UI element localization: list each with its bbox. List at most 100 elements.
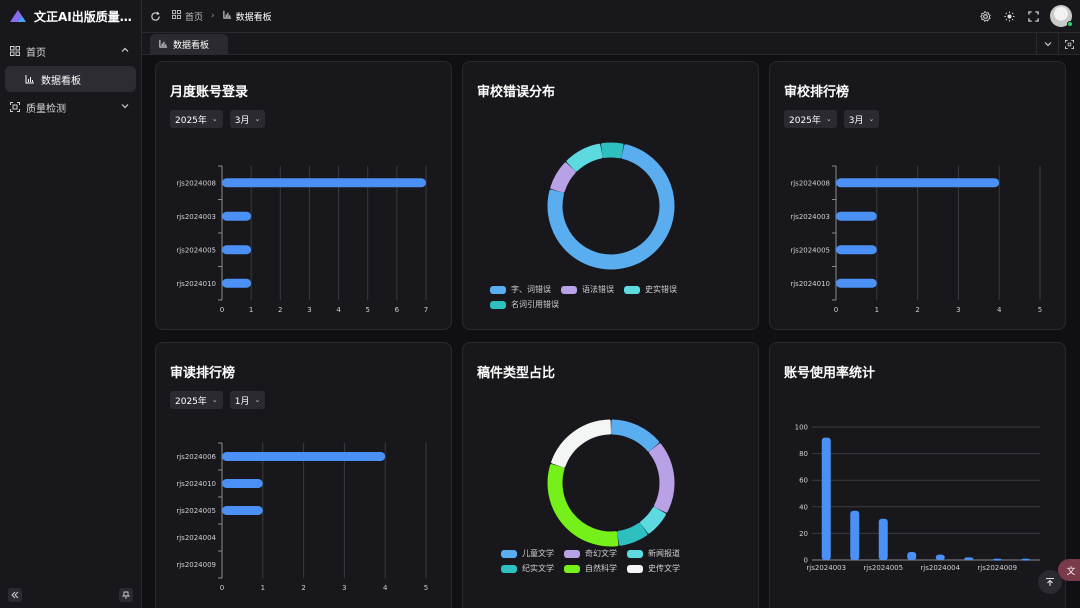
sidebar-item-label: 质量检测 [26,103,66,115]
legend-label: 史传文学 [648,564,680,573]
chevron-down-icon: ⌄ [254,115,261,123]
legend-item[interactable]: 语法错误 [561,284,614,295]
legend-item[interactable]: 新闻报道 [627,548,680,559]
x-tick-label: 1 [875,306,879,314]
settings-gear-icon[interactable] [978,9,992,23]
review-ranking-chart: 0 1 2 3 4 5 rjs2024008 rjs2024003 rjs2024005 rjs2… [790,165,1042,314]
x-tick-label: 1 [249,306,253,314]
bar [222,211,252,221]
legend-swatch [624,285,640,294]
y-tick-label: 40 [799,503,808,511]
back-to-top-button[interactable] [1038,570,1062,594]
pie-slice [551,419,611,468]
x-tick-label: 3 [342,584,346,592]
refresh-icon[interactable] [148,9,162,23]
breadcrumb-home[interactable]: 首页 [185,12,204,23]
legend-item[interactable]: 自然科学 [564,563,617,574]
maximize-content-button[interactable] [1058,33,1080,55]
legend-item[interactable]: 奇幻文学 [564,548,617,559]
legend-item[interactable]: 字、词错误 [490,284,551,295]
scan-icon [10,102,20,112]
logo-icon [8,8,28,24]
legend-label: 字、词错误 [511,285,551,294]
legend-swatch [561,285,577,294]
header-actions [978,5,1073,27]
monthly-login-chart: 0 1 2 3 4 5 6 7 rjs2024008 rjs2024003 rjs2024005 rj… [176,165,428,314]
filter-selects: 2025年 ⌄ 1月 ⌄ [170,391,266,409]
bar [222,479,263,488]
legend-item[interactable]: 名词引用错误 [490,299,559,310]
bar [222,178,426,188]
x-tick-label: 2 [301,584,305,592]
fullscreen-icon[interactable] [1026,9,1040,23]
account-usage-chart: 0 20 40 60 80 100 rjs2024003 rjs2024005 rjs20240… [795,424,1040,572]
translate-icon: 文 [1066,566,1076,577]
sidebar-item-home[interactable]: 首页 [0,38,141,64]
x-tick-label: rjs2024005 [863,564,903,572]
legend-item[interactable]: 纪实文学 [501,563,554,574]
legend-item[interactable]: 史传文学 [627,563,680,574]
card-title: 月度账号登录 [170,85,249,100]
legend-item[interactable]: 儿童文学 [501,548,554,559]
legend-swatch [501,549,517,558]
bar-chart-icon [159,39,168,51]
month-select[interactable]: 1月 ⌄ [229,391,266,409]
bar [222,452,386,461]
year-select[interactable]: 2025年 ⌄ [170,391,223,409]
sidebar-item-quality-check[interactable]: 质量检测 [0,94,141,120]
app-title: 文正AI出版质量监… [34,9,140,24]
sidebar: 文正AI出版质量监… 首页 数据看板 [0,0,142,608]
sidebar-footer [8,588,133,602]
y-tick-label: rjs2024009 [176,561,216,569]
legend-swatch [490,300,506,309]
bar [964,557,974,560]
double-chevron-left-icon [11,591,19,599]
pin-button[interactable] [119,588,133,602]
sun-theme-icon[interactable] [1002,9,1016,23]
arrow-up-icon [1046,577,1054,586]
tab-tools [1036,33,1080,55]
legend-label: 奇幻文学 [585,549,617,558]
chart-legend: 儿童文学 奇幻文学 新闻报道纪实文学 自然科学 史传文学 [501,548,741,574]
bar [222,278,252,288]
x-tick-label: 0 [220,306,224,314]
x-tick-label: 5 [424,584,428,592]
year-select[interactable]: 2025年 ⌄ [784,110,837,128]
card-error-distribution: 审校错误分布 字、词错误 语法错误 史实错误 名词引用错误 [462,61,759,330]
x-tick-label: 2 [278,306,282,314]
sidebar-item-dashboard[interactable]: 数据看板 [5,66,136,92]
card-title: 账号使用率统计 [784,366,876,381]
x-tick-label: 4 [383,584,388,592]
month-select[interactable]: 3月 ⌄ [229,110,266,128]
pie-slice [547,144,675,270]
y-tick-label: 80 [799,450,808,458]
read-ranking-chart: 0 1 2 3 4 5 rjs2024006 rjs2024010 rjs2024005 rjs2… [176,442,428,592]
user-avatar[interactable] [1050,5,1073,27]
bar [836,211,877,221]
x-tick-label: rjs2024009 [977,564,1017,572]
filter-selects: 2025年 ⌄ 3月 ⌄ [170,110,266,128]
y-tick-label: 100 [795,424,808,432]
tab-dashboard[interactable]: 数据看板 [150,34,228,55]
x-tick-label: 7 [424,306,428,314]
y-tick-label: 60 [799,477,808,485]
month-select[interactable]: 3月 ⌄ [843,110,880,128]
x-tick-label: 0 [220,584,224,592]
x-tick-label: 4 [997,306,1002,314]
bar [1021,558,1031,561]
year-select[interactable]: 2025年 ⌄ [170,110,223,128]
error-distribution-chart [547,142,675,270]
translate-float-button[interactable]: 文 [1058,559,1080,581]
tabs-dropdown-button[interactable] [1036,33,1058,55]
chevron-down-icon: ⌄ [211,396,218,404]
collapse-sidebar-button[interactable] [8,588,22,602]
chevron-down-icon [121,102,129,113]
legend-swatch [501,564,517,573]
pie-slice [547,464,619,547]
legend-item[interactable]: 史实错误 [624,284,677,295]
y-tick-label: rjs2024008 [176,179,216,187]
bar [935,554,945,560]
bar-chart-icon [223,10,232,22]
brand[interactable]: 文正AI出版质量监… [0,0,141,32]
bar [907,552,917,560]
